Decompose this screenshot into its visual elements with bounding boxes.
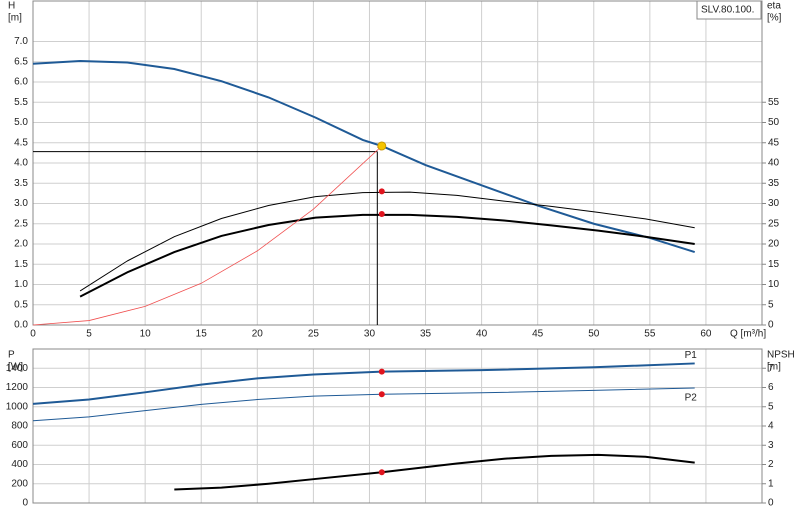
y-tick-label: 4.0: [14, 158, 28, 169]
plot-frame: [32, 348, 763, 504]
annotation: SLV.80.100.: [701, 5, 754, 16]
y2-tick-label: 25: [768, 218, 780, 229]
y-tick-label: 1000: [6, 401, 29, 412]
annotation-box: [696, 0, 762, 20]
y2-unit: [%]: [767, 13, 782, 24]
operating-point: [378, 211, 385, 218]
y-tick-label: 3.0: [14, 198, 28, 209]
operating-point: [378, 391, 385, 398]
y-tick-label: 0.0: [14, 320, 28, 331]
x-tick-label: 30: [364, 329, 376, 340]
y-unit: [m]: [8, 13, 22, 24]
y-label: H: [8, 1, 15, 12]
y2-tick-label: 20: [768, 239, 780, 250]
y2-unit: [m]: [767, 362, 781, 373]
y2-tick-label: 1: [768, 478, 774, 489]
y2-tick-label: 5: [768, 401, 774, 412]
x-tick-label: 25: [308, 329, 320, 340]
y2-tick-label: 15: [768, 259, 780, 270]
x-tick-label: 45: [532, 329, 544, 340]
y-tick-label: 3.5: [14, 178, 28, 189]
y-tick-label: 1200: [6, 382, 29, 393]
x-tick-label: 60: [700, 329, 712, 340]
operating-point: [378, 368, 385, 375]
curve: [174, 453, 695, 491]
x-tick-label: 10: [140, 329, 152, 340]
curve: [32, 145, 383, 326]
x-tick-label: 15: [196, 329, 208, 340]
y2-tick-label: 0: [768, 320, 774, 331]
y-tick-label: 1.5: [14, 259, 28, 270]
y-unit: [W]: [8, 362, 23, 373]
y-tick-label: 7.0: [14, 36, 28, 47]
y-tick-label: 4.5: [14, 137, 28, 148]
y2-tick-label: 6: [768, 382, 774, 393]
operating-point: [377, 141, 387, 151]
y2-tick-label: 0: [768, 498, 774, 509]
operating-point: [378, 469, 385, 476]
x-tick-label: 0: [30, 329, 36, 340]
x-tick-label: 50: [588, 329, 600, 340]
curve: [79, 191, 695, 292]
y2-tick-label: 5: [768, 299, 774, 310]
y2-label: NPSH: [767, 350, 795, 361]
y2-tick-label: 10: [768, 279, 780, 290]
y2-tick-label: 7: [768, 363, 774, 374]
y2-tick-label: 2: [768, 459, 774, 470]
y2-tick-label: 3: [768, 440, 774, 451]
y-label: P: [8, 350, 15, 361]
series-label: P2: [685, 393, 698, 404]
x-tick-label: 40: [476, 329, 488, 340]
curve: [32, 387, 695, 422]
curve: [32, 362, 695, 405]
plot-frame: [32, 0, 763, 326]
y-tick-label: 800: [11, 421, 28, 432]
y-tick-label: 5.5: [14, 97, 28, 108]
y-tick-label: 200: [11, 478, 28, 489]
y2-tick-label: 4: [768, 421, 774, 432]
y-tick-label: 1400: [6, 363, 29, 374]
y2-tick-label: 40: [768, 158, 780, 169]
y-tick-label: 0: [22, 498, 28, 509]
y-tick-label: 600: [11, 440, 28, 451]
y-tick-label: 400: [11, 459, 28, 470]
y2-tick-label: 50: [768, 117, 780, 128]
curve: [79, 213, 695, 298]
y-tick-label: 1.0: [14, 279, 28, 290]
x-tick-label: 5: [86, 329, 92, 340]
y-tick-label: 6.5: [14, 56, 28, 67]
y-tick-label: 2.0: [14, 239, 28, 250]
y-tick-label: 5.0: [14, 117, 28, 128]
y2-tick-label: 45: [768, 137, 780, 148]
y2-tick-label: 55: [768, 97, 780, 108]
y-tick-label: 0.5: [14, 299, 28, 310]
x-tick-label: 55: [644, 329, 656, 340]
curve: [32, 59, 696, 254]
y-tick-label: 2.5: [14, 218, 28, 229]
x-tick-label: 35: [420, 329, 432, 340]
operating-point: [378, 188, 385, 195]
y2-label: eta: [767, 1, 781, 12]
y-tick-label: 6.0: [14, 77, 28, 88]
series-label: P1: [685, 350, 698, 361]
y2-tick-label: 35: [768, 178, 780, 189]
y2-tick-label: 30: [768, 198, 780, 209]
x-label: Q [m³/h]: [730, 329, 766, 340]
x-tick-label: 20: [252, 329, 264, 340]
